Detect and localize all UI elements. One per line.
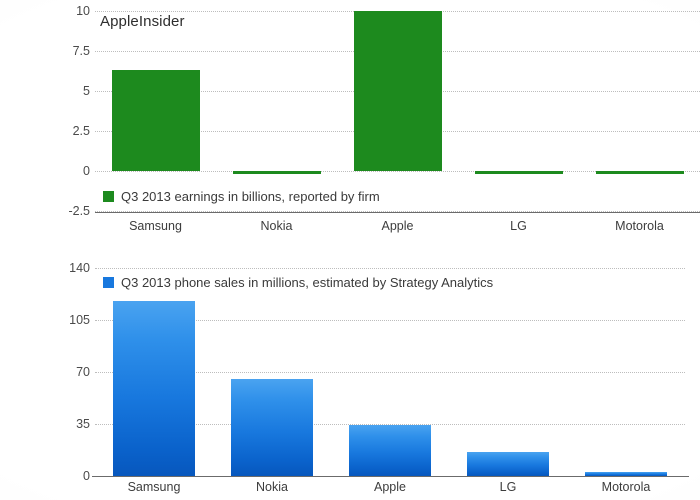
gridline	[95, 372, 685, 373]
x-axis-tick-label: Nokia	[260, 219, 293, 233]
bar-lg	[467, 452, 549, 476]
earnings-plot-area	[95, 11, 700, 212]
y-axis-tick-label: -2.5	[68, 203, 90, 218]
legend-swatch-icon	[103, 191, 114, 202]
bar-nokia	[231, 379, 313, 476]
bar-motorola	[585, 472, 667, 476]
sales-chart-panel: 140 105 70 35 0 Samsung Nokia Apple LG Motorola …	[0, 258, 700, 500]
gridline	[95, 211, 700, 212]
legend-label: Q3 2013 phone sales in millions, estimat…	[121, 275, 494, 290]
y-axis-tick-label: 7.5	[72, 43, 90, 58]
gridline	[95, 424, 685, 425]
earnings-legend: Q3 2013 earnings in billions, reported b…	[103, 190, 380, 203]
earnings-y-axis: 10 7.5 5 2.5 0 -2.5	[0, 0, 90, 240]
x-axis-tick-label: Apple	[381, 219, 414, 233]
bar-apple	[353, 11, 442, 171]
x-axis-tick-label: LG	[499, 480, 517, 494]
axis-baseline	[92, 476, 689, 477]
bar-lg	[474, 171, 563, 174]
x-axis-tick-label: Samsung	[127, 480, 181, 494]
y-axis-tick-label: 105	[69, 312, 90, 327]
x-axis-tick-label: LG	[510, 219, 527, 233]
y-axis-tick-label: 35	[76, 416, 90, 431]
bar-motorola	[595, 171, 684, 174]
brand-watermark: AppleInsider	[100, 13, 185, 30]
x-axis-tick-label: Apple	[374, 480, 406, 494]
legend-swatch-icon	[103, 277, 114, 288]
y-axis-tick-label: 0	[83, 468, 90, 483]
legend-label: Q3 2013 earnings in billions, reported b…	[121, 189, 380, 204]
sales-plot-area	[95, 268, 685, 477]
bar-samsung	[111, 70, 200, 171]
gridline	[95, 320, 685, 321]
bar-apple	[349, 425, 431, 476]
gridline	[95, 268, 685, 269]
x-axis-tick-label: Motorola	[601, 480, 651, 494]
bar-samsung	[113, 300, 195, 476]
y-axis-tick-label: 5	[83, 83, 90, 98]
gridline	[95, 171, 700, 172]
x-axis-tick-label: Samsung	[129, 219, 182, 233]
axis-baseline	[95, 212, 700, 213]
y-axis-tick-label: 70	[76, 364, 90, 379]
x-axis-tick-label: Nokia	[256, 480, 288, 494]
sales-legend: Q3 2013 phone sales in millions, estimat…	[103, 276, 493, 289]
sales-y-axis: 140 105 70 35 0	[0, 258, 90, 500]
y-axis-tick-label: 0	[83, 163, 90, 178]
earnings-x-axis: Samsung Nokia Apple LG Motorola	[0, 0, 700, 240]
y-axis-tick-label: 2.5	[72, 123, 90, 138]
sales-x-axis: Samsung Nokia Apple LG Motorola	[0, 258, 700, 500]
bar-nokia	[232, 171, 321, 174]
y-axis-tick-label: 140	[69, 260, 90, 275]
y-axis-tick-label: 10	[76, 3, 90, 18]
x-axis-tick-label: Motorola	[615, 219, 664, 233]
earnings-chart-panel: AppleInsider 10 7.5 5 2.5 0 -2.5 Samsung Nokia…	[0, 0, 700, 240]
